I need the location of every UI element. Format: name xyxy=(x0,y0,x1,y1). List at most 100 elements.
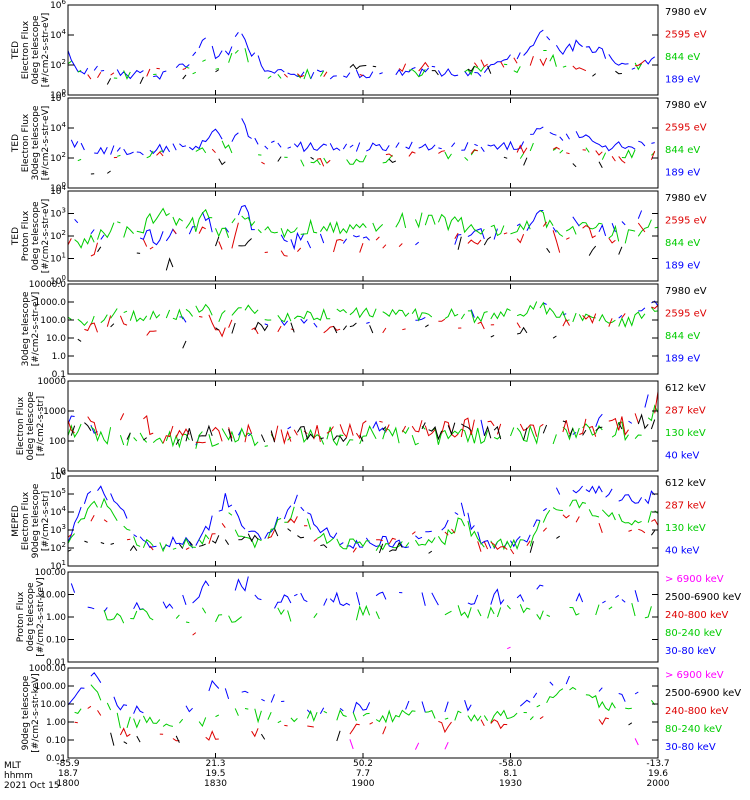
y-axis-label-line: 0deg telescope xyxy=(26,391,36,461)
panel-frame xyxy=(67,190,659,282)
series-612-kev xyxy=(70,413,656,445)
series-189-ev xyxy=(68,30,658,79)
y-axis-label-line: TED xyxy=(11,227,21,246)
legend-entry: > 6900 keV xyxy=(665,670,724,681)
footer-row-label: hhmm xyxy=(4,771,33,781)
legend-entry: 844 eV xyxy=(665,52,700,63)
y-axis-label-line: [#/cm2-s-str-eV] xyxy=(41,106,51,181)
series--6900-kev xyxy=(349,738,639,750)
legend-entry: 2500-6900 keV xyxy=(665,688,741,699)
series-844-ev xyxy=(74,207,659,249)
series-7980-ev xyxy=(91,155,658,174)
panel-5: 10 100 1000 10000 Electron Flux 0deg telescop… xyxy=(16,377,706,477)
series-130-kev xyxy=(67,497,659,553)
y-tick-label: 0.1 xyxy=(52,370,66,380)
panel-frame xyxy=(67,380,659,472)
series-844-ev xyxy=(68,48,655,79)
series-2595-ev xyxy=(113,144,656,167)
series-189-ev xyxy=(75,206,655,249)
x-tick-label: 19.5 xyxy=(205,769,225,779)
series-2595-ev xyxy=(88,56,658,79)
y-tick-label: 102 xyxy=(50,58,66,71)
y-axis-label-line: 0deg telescope xyxy=(31,201,41,271)
y-tick-label: 105 xyxy=(50,487,66,500)
series-40-kev xyxy=(68,486,658,549)
y-axis-label-line: [#/cm2-s-str-keV] xyxy=(36,577,46,656)
x-tick-label: 21.3 xyxy=(205,759,225,769)
panel-frame xyxy=(67,4,659,96)
series-189-ev xyxy=(179,300,659,328)
y-axis-label-line: MEPED xyxy=(11,505,21,537)
x-tick-label: 19.6 xyxy=(648,769,668,779)
y-axis-label-line: TED xyxy=(11,134,21,153)
series-80-240-kev xyxy=(103,602,652,624)
y-tick-label: 1.00 xyxy=(46,718,66,728)
y-axis-label-line: Electron Flux xyxy=(16,396,26,455)
series-130-kev xyxy=(67,404,659,449)
y-tick-label: 101 xyxy=(50,252,66,265)
y-axis-label-line: 0deg telescope xyxy=(26,582,36,652)
y-axis-label-line: 90deg telescope xyxy=(31,483,41,558)
series-287-kev xyxy=(67,514,659,555)
legend-entry: 287 keV xyxy=(665,501,706,512)
y-axis-label-line: 30deg telescope xyxy=(31,105,41,180)
legend-entry: 40 keV xyxy=(665,546,699,557)
y-tick-label: 100.00 xyxy=(35,568,67,578)
y-tick-label: 1000.00 xyxy=(29,664,66,674)
x-tick-label: 1930 xyxy=(499,779,522,789)
y-axis-label-line: [#/cm2-s-str-eV] xyxy=(31,292,41,367)
y-axis-label-line: Electron Flux xyxy=(21,491,31,550)
legend-entry: 2500-6900 keV xyxy=(665,592,741,603)
y-tick-label: 0.10 xyxy=(46,636,66,646)
x-tick-label: 1830 xyxy=(204,779,227,789)
y-axis-label-line: TED xyxy=(11,41,21,60)
legend-entry: 7980 eV xyxy=(665,193,707,204)
y-axis-label-line: Proton Flux xyxy=(21,210,31,261)
x-tick-label: -85.9 xyxy=(56,759,80,769)
legend-entry: 2595 eV xyxy=(665,216,707,227)
panel-frame xyxy=(67,283,659,375)
legend-entry: 2595 eV xyxy=(665,309,707,320)
y-tick-label: 0.01 xyxy=(46,658,66,668)
panel-frame xyxy=(67,475,659,567)
y-tick-label: 100 xyxy=(49,437,66,447)
legend-entry: 240-800 keV xyxy=(665,706,729,717)
legend-entry: 130 keV xyxy=(665,428,706,439)
legend-entry: > 6900 keV xyxy=(665,574,724,585)
x-tick-label: -13.7 xyxy=(646,759,669,769)
y-axis-label: TED Proton Flux 0deg telescope [#/cm2-s-str… xyxy=(11,199,51,274)
y-axis-label-line: Electron Flux xyxy=(21,20,31,79)
x-tick-label: 1800 xyxy=(57,779,80,789)
series-7980-ev xyxy=(107,63,658,84)
x-tick-label: 7.7 xyxy=(356,769,370,779)
series-2595-ev xyxy=(68,218,651,257)
legend-entry: 7980 eV xyxy=(665,7,707,18)
legend-entry: 612 keV xyxy=(665,383,706,394)
panel-frame xyxy=(67,571,659,663)
legend-entry: 189 eV xyxy=(665,168,700,179)
legend-entry: 30-80 keV xyxy=(665,742,716,753)
series-844-ev xyxy=(77,140,656,167)
y-axis-label: MEPED Electron Flux 90deg telescope [#/cm2-… xyxy=(11,483,51,558)
legend-entry: 7980 eV xyxy=(665,286,707,297)
legend-entry: 189 eV xyxy=(665,75,700,86)
legend-entry: 844 eV xyxy=(665,145,700,156)
legend-entry: 844 eV xyxy=(665,238,700,249)
y-tick-label: 102 xyxy=(50,151,66,164)
y-tick-label: 1000.0 xyxy=(35,298,67,308)
legend-entry: 80-240 keV xyxy=(665,628,722,639)
y-axis-label-line: 30deg telescope xyxy=(21,291,31,366)
x-tick-label: 18.7 xyxy=(58,769,78,779)
legend-entry: 612 keV xyxy=(665,478,706,489)
x-tick-label: 8.1 xyxy=(503,769,517,779)
series-30-80-kev xyxy=(68,673,658,714)
footer-row-label: 2021 Oct 15 xyxy=(4,781,60,791)
y-axis-label-line: Electron Flux xyxy=(21,113,31,172)
series-2500-6900-kev xyxy=(111,720,658,745)
series--6900-kev xyxy=(507,637,635,649)
